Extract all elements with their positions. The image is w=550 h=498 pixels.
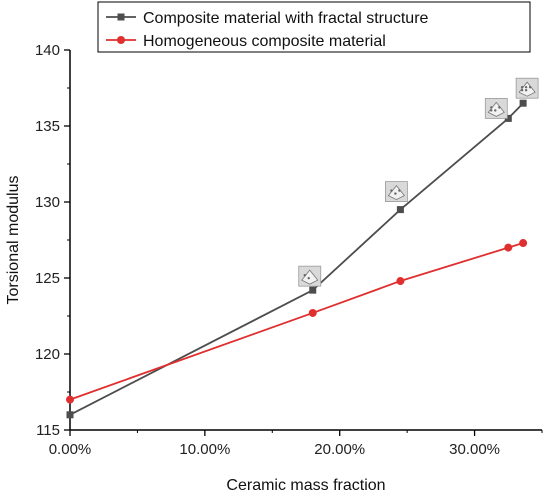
fractal-structure-level-4-icon: [515, 77, 539, 99]
structure-icons: [298, 77, 539, 287]
data-point: [66, 395, 74, 404]
series-2: [66, 239, 528, 404]
data-point: [308, 308, 317, 317]
axis-ticks: 115 120 125 130 135 140 0.00% 10.00% 20.00% 30.00…: [35, 42, 543, 458]
fractal-structure-level-2-icon: [384, 181, 408, 203]
series-line: [69, 242, 524, 401]
legend-label: Homogeneous composite material: [143, 33, 386, 50]
data-point: [396, 206, 404, 214]
data-point: [309, 286, 317, 294]
legend-label: Composite material with fractal structur…: [143, 10, 429, 27]
x-tick-label: 0.00%: [49, 441, 92, 458]
legend-box: [97, 1, 531, 53]
y-tick-label: 125: [35, 270, 60, 287]
data-point: [504, 114, 512, 122]
legend-entry: Composite material with fractal structur…: [106, 10, 429, 27]
data-point: [396, 277, 405, 286]
data-point: [519, 99, 527, 107]
series-1: [66, 99, 527, 419]
y-tick-label: 135: [35, 118, 60, 135]
series-line: [69, 102, 524, 416]
legend-entry: Homogeneous composite material: [106, 33, 386, 50]
series-group: [66, 99, 528, 419]
fractal-structure-level-1-icon: [298, 265, 322, 287]
x-tick-label: 30.00%: [449, 441, 500, 458]
data-point: [66, 411, 74, 419]
y-tick-label: 130: [35, 194, 60, 211]
x-axis-title: Ceramic mass fraction: [226, 477, 385, 494]
y-tick-label: 120: [35, 346, 60, 363]
x-tick-label: 20.00%: [314, 441, 365, 458]
x-tick-label: 10.00%: [179, 441, 230, 458]
y-tick-label: 115: [36, 422, 60, 439]
legend: Composite material with fractal structur…: [97, 1, 531, 53]
data-point: [504, 243, 513, 252]
plot-frame: [69, 50, 542, 431]
y-axis-title: Torsional modulus: [5, 176, 22, 305]
fractal-structure-level-3-icon: [484, 98, 508, 119]
data-point: [519, 239, 528, 248]
y-tick-label: 140: [35, 42, 60, 59]
